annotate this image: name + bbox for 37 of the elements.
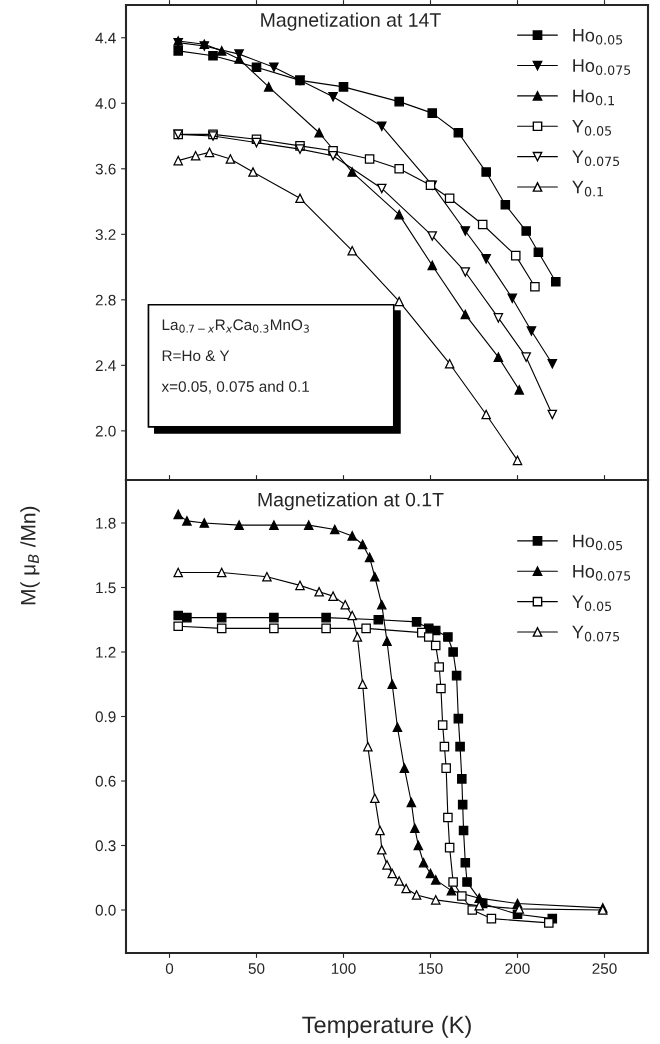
annotation: x=0.05, 0.075 and 0.1 bbox=[161, 380, 309, 394]
y-tick-label: 0.0 bbox=[95, 904, 116, 916]
legend-label: Ho$_{0.075}$ bbox=[573, 59, 631, 75]
y-tick-label: 0.3 bbox=[95, 840, 116, 852]
legend-label: Ho$_{0.05}$ bbox=[573, 29, 623, 45]
x-tick-label: 200 bbox=[505, 963, 530, 974]
y-tick-label: 1.8 bbox=[96, 517, 116, 529]
y-axis-title: M( μ$_{B}$ /Mn) bbox=[20, 506, 40, 605]
chart-title: Magnetization at 14T bbox=[261, 12, 441, 31]
annotation: La$_{0.7−x}$R$_{x}$Ca$_{0.3}$MnO$_{3}$ bbox=[162, 319, 309, 333]
x-tick-label: 100 bbox=[331, 963, 356, 974]
legend-label: Y$_{0.1}$ bbox=[572, 180, 603, 197]
x-tick-label: 250 bbox=[592, 963, 617, 974]
legend-label: Ho$_{0.075}$ bbox=[573, 565, 631, 581]
legend-label: Ho$_{0.1}$ bbox=[573, 89, 614, 106]
y-tick-label: 2.8 bbox=[95, 294, 116, 306]
y-tick-label: 4.0 bbox=[95, 98, 116, 109]
y-tick-label: 2.4 bbox=[95, 360, 116, 371]
annotation: R=Ho & Y bbox=[162, 350, 230, 362]
y-tick-label: 3.2 bbox=[95, 229, 116, 240]
legend-label: Y$_{0.05}$ bbox=[572, 595, 612, 612]
x-tick-label: 50 bbox=[248, 963, 265, 974]
y-tick-label: 1.2 bbox=[96, 646, 116, 658]
text: Magnetization at 0.1T bbox=[258, 492, 444, 511]
legend-label: Y$_{0.075}$ bbox=[572, 150, 620, 167]
x-tick-label: 0 bbox=[165, 963, 174, 974]
legend-label: Ho$_{0.05}$ bbox=[573, 534, 623, 551]
y-tick-label: 0.9 bbox=[95, 711, 116, 723]
legend-label: Y$_{0.05}$ bbox=[572, 120, 612, 136]
y-tick-label: 3.6 bbox=[95, 163, 116, 175]
y-tick-label: 0.6 bbox=[95, 775, 116, 787]
x-tick-label: 150 bbox=[418, 963, 443, 974]
x-axis-title: Temperature (K) bbox=[302, 1015, 471, 1038]
y-tick-label: 2.0 bbox=[95, 425, 116, 437]
y-tick-label: 1.5 bbox=[96, 582, 116, 594]
y-tick-label: 4.4 bbox=[95, 32, 116, 44]
legend-label: Y$_{0.075}$ bbox=[572, 625, 620, 642]
